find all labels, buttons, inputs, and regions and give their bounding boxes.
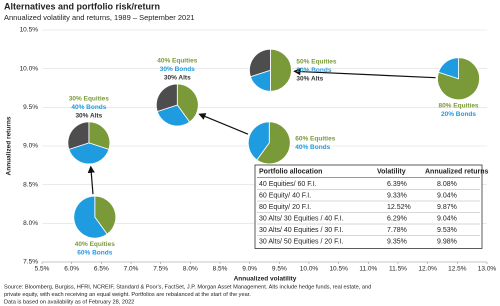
table-cell: 9.35% bbox=[387, 239, 407, 246]
table-cell: 6.29% bbox=[387, 216, 407, 223]
pie-label: 50% Equities bbox=[296, 58, 336, 65]
source-note: Source: Bloomberg, Burgiss, HFRI, NCREIF… bbox=[4, 284, 371, 290]
x-axis-label: Annualized volatility bbox=[234, 276, 297, 283]
table-cell: 6.39% bbox=[387, 181, 407, 188]
pie-label: 30% Equities bbox=[69, 96, 109, 103]
table-cell: 9.33% bbox=[387, 193, 407, 200]
pie-slice bbox=[247, 121, 270, 161]
table-cell: 9.98% bbox=[437, 239, 457, 246]
x-tick-label: 12.0% bbox=[418, 266, 437, 273]
arrow bbox=[87, 165, 95, 195]
pie-label: 40% Bonds bbox=[295, 144, 330, 151]
source-note: Data is based on availability as of Febr… bbox=[4, 299, 134, 305]
table-cell: 9.04% bbox=[437, 216, 457, 223]
pie-label: 20% Bonds bbox=[296, 67, 331, 74]
x-tick-label: 10.0% bbox=[300, 266, 319, 273]
x-tick-label: 8.5% bbox=[213, 266, 228, 273]
table-cell: 7.78% bbox=[387, 227, 407, 234]
pie-label: 20% Bonds bbox=[441, 111, 476, 118]
y-tick-label: 9.5% bbox=[23, 104, 38, 111]
y-tick-label: 10.5% bbox=[20, 27, 39, 34]
pie-slice bbox=[270, 48, 292, 92]
x-tick-label: 5.5% bbox=[35, 266, 50, 273]
table-header: Volatility bbox=[377, 169, 406, 176]
table-cell: 8.08% bbox=[437, 181, 457, 188]
pie-slice bbox=[176, 83, 199, 123]
chart-subtitle: Annualized volatility and returns, 1989 … bbox=[4, 13, 195, 22]
y-tick-label: 8.0% bbox=[23, 220, 38, 227]
y-tick-label: 9.0% bbox=[23, 143, 38, 150]
pie-label: 40% Bonds bbox=[71, 104, 106, 111]
pie-slice bbox=[249, 48, 271, 78]
x-tick-label: 9.5% bbox=[272, 266, 287, 273]
pie-label: 40% Equities bbox=[157, 58, 197, 65]
y-tick-label: 7.5% bbox=[23, 259, 38, 266]
table-cell: 9.53% bbox=[437, 227, 457, 234]
table-cell: 30 Alts/ 40 Equities / 30 F.I. bbox=[259, 227, 343, 234]
pie-slice bbox=[155, 83, 178, 113]
pie-slice bbox=[68, 142, 110, 165]
pie-slice bbox=[67, 121, 90, 150]
y-tick-label: 8.5% bbox=[23, 181, 38, 188]
x-tick-label: 11.5% bbox=[389, 266, 407, 273]
pie-slice bbox=[88, 121, 111, 150]
table-box bbox=[254, 164, 483, 249]
table-cell: 12.52% bbox=[387, 204, 411, 211]
pie-label: 60% Equities bbox=[295, 135, 335, 142]
table-header: Annualized returns bbox=[425, 169, 489, 176]
pie-label: 30% Bonds bbox=[160, 66, 195, 73]
arrow bbox=[293, 67, 436, 79]
table-cell: 9.87% bbox=[437, 204, 457, 211]
pie bbox=[249, 48, 292, 92]
table-cell: 80 Equity/ 20 F.I. bbox=[259, 204, 311, 211]
pie-slice bbox=[73, 195, 108, 239]
x-tick-label: 6.5% bbox=[94, 266, 109, 273]
y-axis-label: Annualized returns bbox=[6, 116, 13, 175]
table-cell: 40 Equities/ 60 F.I. bbox=[259, 181, 317, 188]
x-tick-label: 12.5% bbox=[448, 266, 467, 273]
pie-label: 60% Bonds bbox=[77, 249, 112, 256]
pie-slice bbox=[256, 121, 291, 165]
arrow bbox=[198, 113, 249, 135]
pie bbox=[437, 57, 480, 101]
x-tick-label: 10.5% bbox=[329, 266, 348, 273]
pie-slice bbox=[438, 57, 459, 80]
pie bbox=[247, 121, 291, 165]
pie-slice bbox=[156, 104, 191, 127]
pie bbox=[67, 121, 111, 165]
pie-label: 80% Equities bbox=[438, 102, 478, 109]
table-cell: 9.04% bbox=[437, 193, 457, 200]
pie-label: 30% Alts bbox=[296, 75, 323, 82]
pie-label: 30% Alts bbox=[164, 75, 191, 82]
x-tick-label: 8.0% bbox=[183, 266, 198, 273]
x-tick-label: 7.0% bbox=[124, 266, 139, 273]
pie-slice bbox=[94, 195, 117, 235]
pie bbox=[155, 83, 199, 127]
source-note: private equity, with each receiving an e… bbox=[4, 292, 251, 298]
x-tick-label: 11.0% bbox=[359, 266, 377, 273]
x-tick-label: 13.0% bbox=[478, 266, 497, 273]
table-cell: 30 Alts/ 50 Equities / 20 F.I. bbox=[259, 239, 343, 246]
x-tick-label: 9.0% bbox=[242, 266, 257, 273]
table-header: Portfolio allocation bbox=[259, 169, 322, 176]
table-cell: 60 Equity/ 40 F.I. bbox=[259, 193, 311, 200]
x-tick-label: 6.0% bbox=[64, 266, 79, 273]
x-tick-label: 7.5% bbox=[153, 266, 168, 273]
chart-title: Alternatives and portfolio risk/return bbox=[4, 1, 160, 11]
table-cell: 30 Alts/ 30 Equities / 40 F.I. bbox=[259, 216, 343, 223]
pie-label: 40% Equities bbox=[75, 241, 115, 248]
pie bbox=[73, 195, 117, 239]
y-tick-label: 10.0% bbox=[20, 65, 39, 72]
pie-label: 30% Alts bbox=[75, 113, 102, 120]
